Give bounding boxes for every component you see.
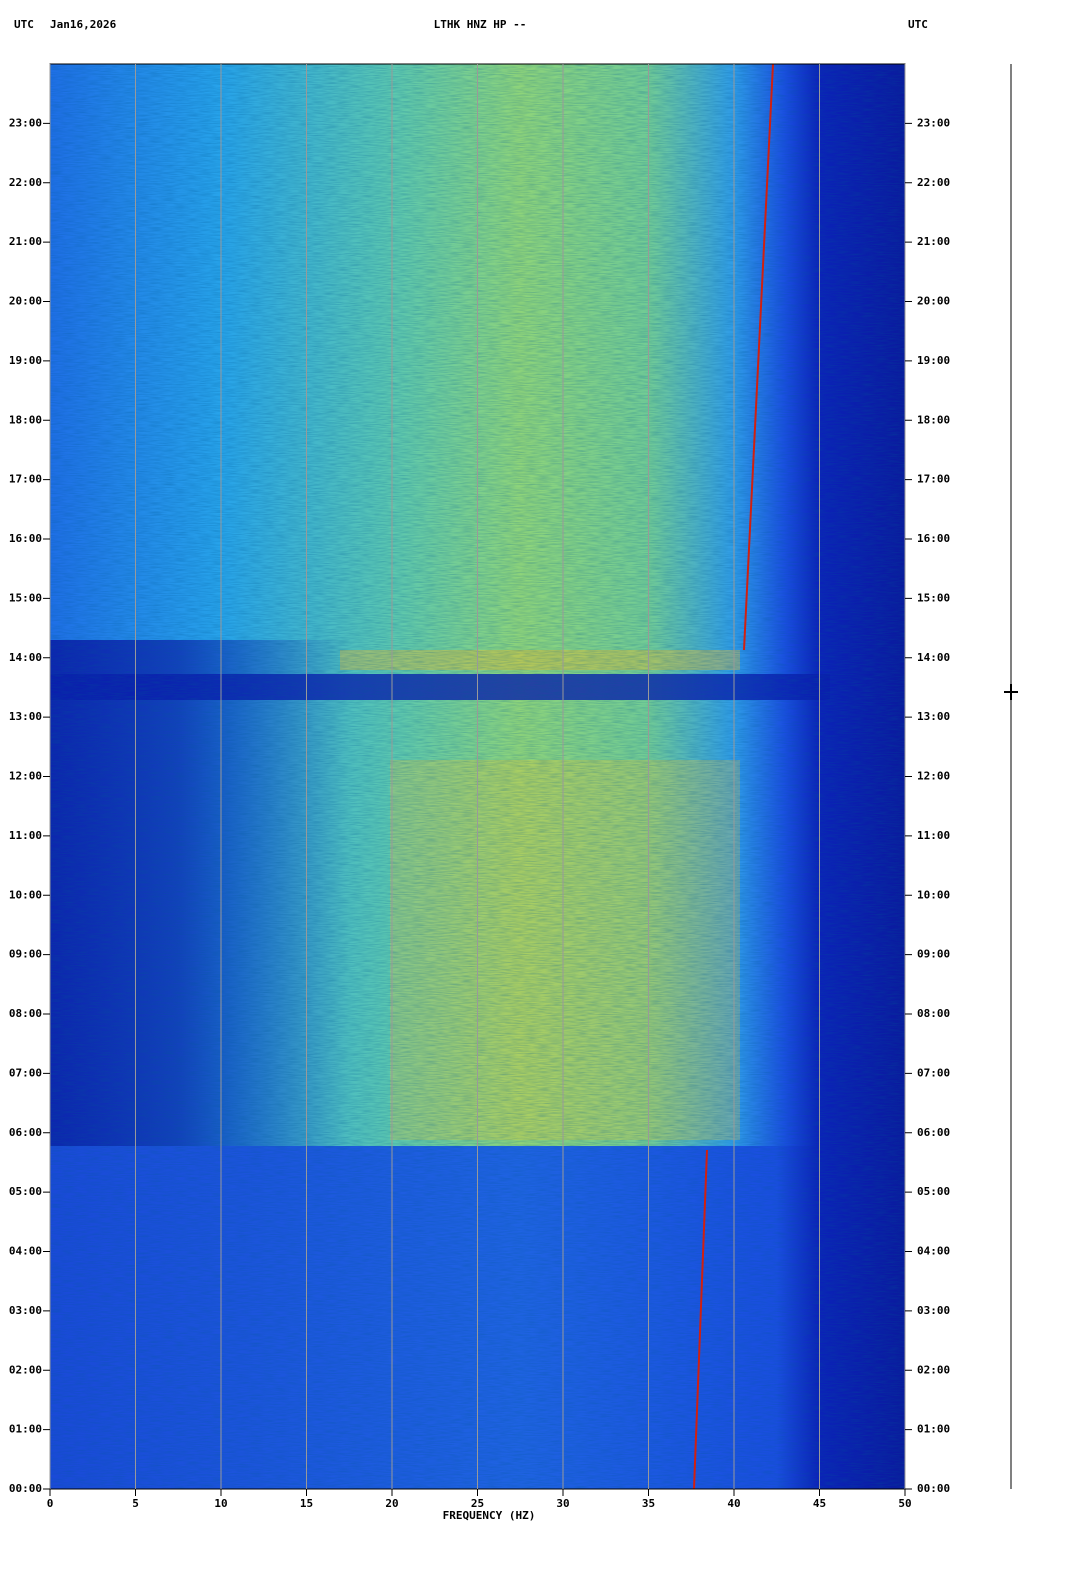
y-tick-label: 05:00 [9, 1185, 42, 1198]
date: Jan16,2026 [50, 18, 117, 31]
y-tick-label: 15:00 [917, 591, 950, 604]
y-tick-label: 02:00 [9, 1363, 42, 1376]
x-tick-label: 5 [132, 1497, 139, 1510]
x-tick-label: 15 [300, 1497, 313, 1510]
y-tick-label: 14:00 [9, 651, 42, 664]
y-tick-label: 14:00 [917, 651, 950, 664]
x-tick-label: 25 [471, 1497, 484, 1510]
y-tick-label: 10:00 [917, 888, 950, 901]
y-tick-label: 05:00 [917, 1185, 950, 1198]
y-tick-label: 16:00 [917, 532, 950, 545]
x-tick-label: 50 [898, 1497, 911, 1510]
y-tick-label: 23:00 [9, 116, 42, 129]
y-tick-label: 23:00 [917, 116, 950, 129]
y-tick-label: 19:00 [9, 354, 42, 367]
y-tick-label: 18:00 [9, 413, 42, 426]
y-tick-label: 09:00 [917, 948, 950, 961]
y-tick-label: 22:00 [917, 176, 950, 189]
y-tick-label: 03:00 [917, 1304, 950, 1317]
y-tick-label: 06:00 [9, 1126, 42, 1139]
y-tick-label: 07:00 [9, 1066, 42, 1079]
y-tick-label: 03:00 [9, 1304, 42, 1317]
y-tick-label: 13:00 [917, 710, 950, 723]
y-tick-label: 09:00 [9, 948, 42, 961]
y-tick-label: 20:00 [9, 295, 42, 308]
trace-marker [1004, 684, 1018, 700]
y-tick-label: 08:00 [917, 1007, 950, 1020]
timezone-left: UTC [14, 18, 34, 31]
x-tick-label: 40 [727, 1497, 740, 1510]
y-tick-label: 00:00 [9, 1482, 42, 1495]
x-tick-label: 30 [556, 1497, 569, 1510]
y-tick-label: 04:00 [9, 1245, 42, 1258]
y-tick-label: 17:00 [917, 473, 950, 486]
y-tick-label: 16:00 [9, 532, 42, 545]
y-tick-label: 15:00 [9, 591, 42, 604]
y-tick-label: 11:00 [917, 829, 950, 842]
y-tick-label: 18:00 [917, 413, 950, 426]
x-axis-label: FREQUENCY (HZ) [443, 1509, 536, 1522]
x-tick-label: 35 [642, 1497, 655, 1510]
y-tick-label: 08:00 [9, 1007, 42, 1020]
y-tick-label: 20:00 [917, 295, 950, 308]
y-tick-label: 04:00 [917, 1245, 950, 1258]
y-tick-label: 13:00 [9, 710, 42, 723]
y-tick-label: 10:00 [9, 888, 42, 901]
y-tick-label: 19:00 [917, 354, 950, 367]
y-tick-label: 17:00 [9, 473, 42, 486]
x-tick-label: 20 [385, 1497, 398, 1510]
x-tick-label: 45 [813, 1497, 826, 1510]
x-tick-label: 10 [214, 1497, 227, 1510]
y-tick-label: 12:00 [917, 770, 950, 783]
x-tick-label: 0 [47, 1497, 54, 1510]
y-tick-label: 06:00 [917, 1126, 950, 1139]
y-tick-label: 07:00 [917, 1066, 950, 1079]
y-tick-label: 22:00 [9, 176, 42, 189]
y-tick-label: 00:00 [917, 1482, 950, 1495]
y-tick-label: 01:00 [917, 1423, 950, 1436]
y-tick-label: 12:00 [9, 770, 42, 783]
y-tick-label: 21:00 [9, 235, 42, 248]
y-tick-label: 01:00 [9, 1423, 42, 1436]
chart-title: LTHK HNZ HP -- [434, 18, 527, 31]
y-tick-label: 02:00 [917, 1363, 950, 1376]
y-tick-label: 11:00 [9, 829, 42, 842]
y-tick-label: 21:00 [917, 235, 950, 248]
timezone-right: UTC [908, 18, 928, 31]
